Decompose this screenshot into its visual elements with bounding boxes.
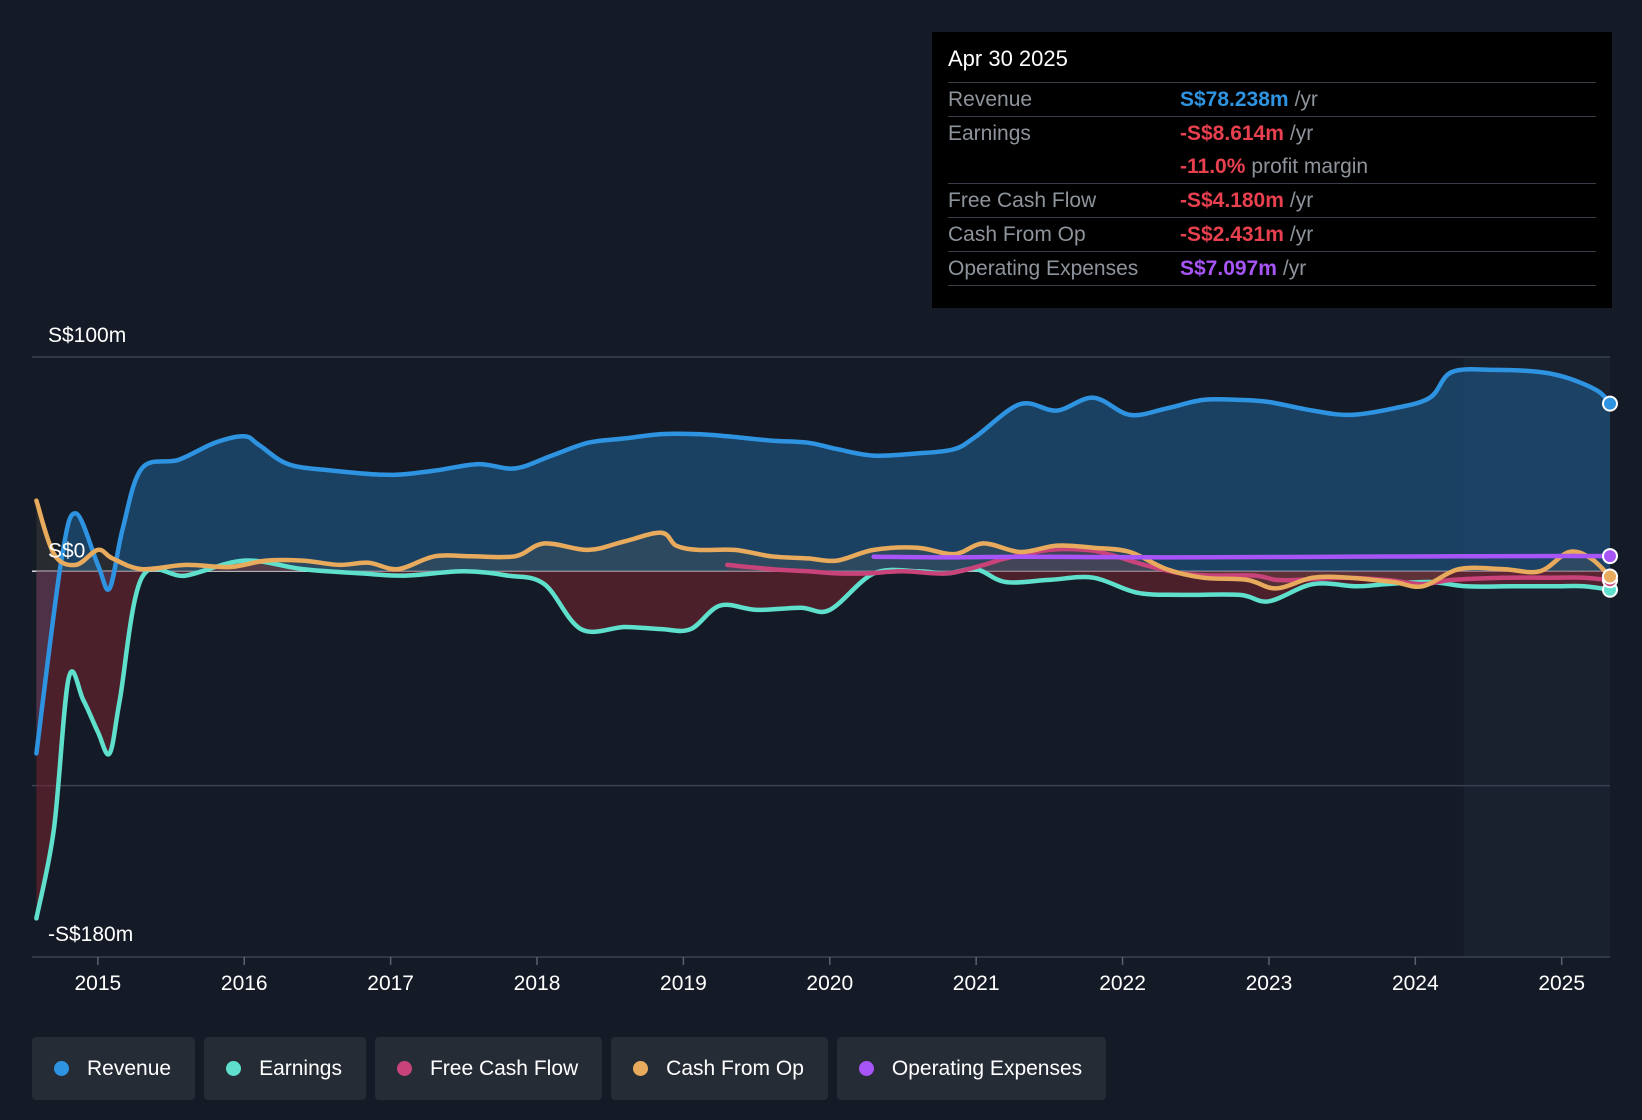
legend-label: Operating Expenses xyxy=(891,1056,1083,1080)
legend-item-operating-expenses[interactable]: Operating Expenses xyxy=(836,1037,1107,1100)
series-end-markers xyxy=(1602,395,1618,598)
x-tick-label: 2019 xyxy=(660,972,707,995)
x-tick-label: 2016 xyxy=(221,972,268,995)
tooltip-rows: Revenue S$78.238m/yr Earnings -S$8.614m/yr -… xyxy=(948,83,1596,286)
legend-item-earnings[interactable]: Earnings xyxy=(204,1037,366,1100)
cash-from-op-line xyxy=(34,498,1613,591)
legend-dot-icon xyxy=(858,1061,874,1076)
x-tick-label: 2021 xyxy=(953,972,1000,995)
cash-from-op-area xyxy=(36,500,1610,589)
tooltip-row-label: Operating Expenses xyxy=(948,257,1139,280)
x-tick-label: 2024 xyxy=(1392,972,1439,995)
tooltip-row-value: S$7.097m xyxy=(1180,257,1277,280)
legend-item-cash-from-op[interactable]: Cash From Op xyxy=(611,1037,828,1100)
legend-item-free-cash-flow[interactable]: Free Cash Flow xyxy=(374,1037,603,1100)
series-fills xyxy=(36,369,1610,919)
legend-item-revenue[interactable]: Revenue xyxy=(32,1037,196,1100)
legend: Revenue Earnings Free Cash Flow Cash From O… xyxy=(32,1037,1107,1100)
tooltip-row-unit: profit margin xyxy=(1251,155,1369,178)
tooltip-row: Operating Expenses S$7.097m/yr xyxy=(948,252,1596,286)
free-cash-flow-area xyxy=(727,549,1610,585)
x-tick-label: 2022 xyxy=(1099,972,1146,995)
x-tick-label: 2015 xyxy=(75,972,122,995)
x-tick-label: 2020 xyxy=(806,972,853,995)
revenue-end-marker xyxy=(1602,395,1618,412)
legend-label: Cash From Op xyxy=(666,1056,804,1080)
y-axis-label: S$100m xyxy=(48,324,126,347)
earnings-line xyxy=(34,558,1613,921)
cash-from-op-end-marker xyxy=(1602,568,1618,585)
x-tick-label: 2017 xyxy=(367,972,414,995)
revenue-line xyxy=(34,366,1613,756)
tooltip-date: Apr 30 2025 xyxy=(948,46,1596,83)
tooltip-row-value: -S$4.180m xyxy=(1180,189,1284,212)
legend-label: Free Cash Flow xyxy=(429,1056,579,1080)
tooltip-row-label: Revenue xyxy=(948,88,1033,111)
tooltip-row-unit: /yr xyxy=(1294,88,1318,111)
tooltip-row-label xyxy=(948,150,1180,183)
tooltip-panel: Apr 30 2025 Revenue S$78.238m/yr Earnings -… xyxy=(932,32,1612,308)
tooltip-row-value: -S$8.614m xyxy=(1180,122,1284,145)
tooltip-row-label: Earnings xyxy=(948,122,1031,145)
legend-dot-icon xyxy=(396,1061,412,1076)
tooltip-row: -11.0% profit margin xyxy=(948,150,1596,184)
tooltip-row-value: S$78.238m xyxy=(1180,88,1289,111)
x-tick-label: 2025 xyxy=(1538,972,1585,995)
tooltip-row-label: Free Cash Flow xyxy=(948,189,1097,212)
tooltip-row-value: -11.0% xyxy=(1180,155,1246,178)
operating-expenses-line xyxy=(871,553,1613,560)
x-tick-label: 2018 xyxy=(514,972,561,995)
tooltip-row: Earnings -S$8.614m/yr xyxy=(948,117,1596,150)
y-axis-label: -S$180m xyxy=(48,923,133,946)
y-axis-labels: S$100m S$0 -S$180m xyxy=(48,324,133,946)
tooltip-row-unit: /yr xyxy=(1289,189,1314,212)
tooltip-row-label: Cash From Op xyxy=(948,223,1086,246)
x-tick-label: 2023 xyxy=(1246,972,1293,995)
tooltip-row-unit: /yr xyxy=(1289,223,1314,246)
series-lines xyxy=(34,366,1613,921)
tooltip-row: Revenue S$78.238m/yr xyxy=(948,83,1596,117)
x-axis-ticks: 2015 2016 2017 2018 2019 2020 2021 2022 2023 2024… xyxy=(75,957,1585,995)
tooltip-row-value: -S$2.431m xyxy=(1180,223,1284,246)
tooltip-row-unit: /yr xyxy=(1282,257,1307,280)
tooltip-row-unit: /yr xyxy=(1289,122,1314,145)
operating-expenses-end-marker xyxy=(1602,548,1618,565)
legend-dot-icon xyxy=(54,1061,69,1076)
legend-dot-icon xyxy=(226,1061,242,1076)
tooltip-row: Cash From Op -S$2.431m/yr xyxy=(948,218,1596,252)
legend-dot-icon xyxy=(633,1061,649,1076)
tooltip-row: Free Cash Flow -S$4.180m/yr xyxy=(948,184,1596,218)
earnings-area xyxy=(36,560,1610,919)
y-axis-label: S$0 xyxy=(48,539,85,562)
legend-label: Revenue xyxy=(87,1056,172,1080)
legend-label: Earnings xyxy=(259,1056,342,1080)
